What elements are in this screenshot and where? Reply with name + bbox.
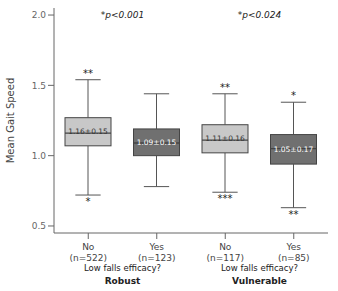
html-text:Low falls efficacy?: Low falls efficacy? [84,263,161,273]
svg-text:1.5: 1.5 [32,81,46,91]
html-text:Low falls efficacy?: Low falls efficacy? [221,263,298,273]
svg-text:*: * [86,196,91,207]
html-text:Robust: Robust [104,276,141,286]
svg-text:Mean Gait Speed: Mean Gait Speed [8,78,16,164]
svg-text:Yes(n=123): Yes(n=123) [138,242,175,263]
svg-text:1.09±0.15: 1.09±0.15 [137,138,177,147]
html-text:Vulnerable: Vulnerable [232,276,287,286]
svg-text:0.5: 0.5 [32,221,46,231]
svg-text:1.11±0.16: 1.11±0.16 [205,134,245,143]
svg-text:2.0: 2.0 [32,10,47,20]
svg-text:No(n=522): No(n=522) [70,242,107,263]
svg-text:Yes(n=85): Yes(n=85) [278,242,310,263]
svg-text:***: *** [218,193,233,204]
svg-text:**: ** [289,209,299,220]
svg-text:1.16±0.15: 1.16±0.15 [68,127,108,136]
svg-text:1.05±0.17: 1.05±0.17 [274,145,314,154]
svg-text:*: * [291,90,296,101]
svg-text:1.0: 1.0 [32,151,47,161]
svg-text:**: ** [83,68,93,79]
html-text:*p<0.024: *p<0.024 [237,10,282,20]
svg-text:**: ** [220,82,230,93]
svg-text:No(n=117): No(n=117) [207,242,244,263]
html-text:*p<0.001: *p<0.001 [100,10,145,20]
